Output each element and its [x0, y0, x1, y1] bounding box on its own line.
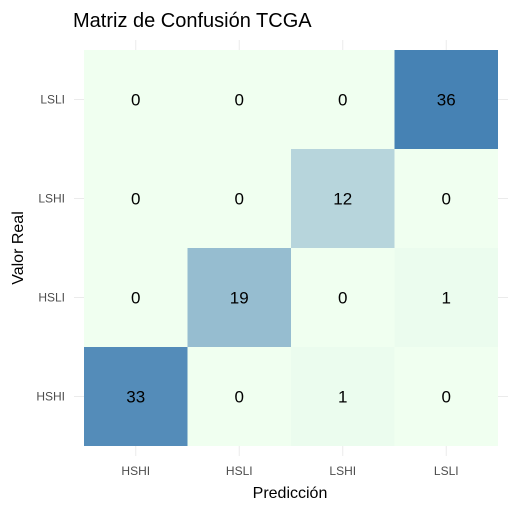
- x-tick-label: HSLI: [226, 464, 253, 478]
- x-tick-label: LSHI: [329, 464, 356, 478]
- cell-value-label: 0: [235, 91, 244, 110]
- cell-value-label: 0: [131, 91, 140, 110]
- cell-value-label: 1: [338, 388, 347, 407]
- y-axis-tick-labels: HSHI HSLI LSHI LSLI: [36, 93, 65, 404]
- heatmap-cell: [394, 149, 498, 248]
- cell-value-label: 0: [235, 190, 244, 209]
- cell-value-label: 1: [442, 289, 451, 308]
- heatmap-cell: [291, 347, 395, 446]
- heatmap-cell: [187, 347, 291, 446]
- heatmap-cell: [84, 248, 188, 347]
- x-tick-label: HSHI: [121, 464, 150, 478]
- x-tick-label: LSLI: [434, 464, 459, 478]
- cell-value-label: 0: [235, 388, 244, 407]
- cell-value-labels: 33 0 1 0 0 19 0 1 0 0 12 0 0 0 0 36: [126, 91, 455, 407]
- cell-value-label: 0: [338, 91, 347, 110]
- heatmap-cell: [291, 149, 395, 248]
- cell-value-label: 12: [333, 190, 352, 209]
- cell-value-label: 0: [442, 388, 451, 407]
- heatmap-cell: [84, 50, 188, 149]
- cell-value-label: 0: [131, 289, 140, 308]
- heatmap-cell: [187, 248, 291, 347]
- heatmap-cell: [394, 347, 498, 446]
- cell-value-label: 0: [131, 190, 140, 209]
- heatmap-cell: [291, 50, 395, 149]
- heatmap-cell: [394, 50, 498, 149]
- y-tick-label: HSHI: [36, 390, 65, 404]
- heatmap-cell: [187, 149, 291, 248]
- y-tick-label: HSLI: [38, 291, 65, 305]
- y-tick-label: LSHI: [38, 192, 65, 206]
- cell-value-label: 0: [338, 289, 347, 308]
- chart-title: Matriz de Confusión TCGA: [73, 10, 312, 32]
- cell-value-label: 36: [437, 91, 456, 110]
- y-axis-label: Valor Real: [10, 211, 27, 285]
- heatmap-cell: [187, 50, 291, 149]
- y-tick-label: LSLI: [40, 93, 65, 107]
- heatmap-cell: [394, 248, 498, 347]
- heatmap-cell: [291, 248, 395, 347]
- cell-value-label: 0: [442, 190, 451, 209]
- heatmap-cell: [84, 347, 188, 446]
- x-axis-tick-labels: HSHI HSLI LSHI LSLI: [121, 464, 458, 478]
- heatmap-cells: [84, 50, 498, 446]
- cell-value-label: 19: [230, 289, 249, 308]
- x-axis-label: Predicción: [253, 485, 328, 502]
- cell-value-label: 33: [126, 388, 145, 407]
- heatmap-cell: [84, 149, 188, 248]
